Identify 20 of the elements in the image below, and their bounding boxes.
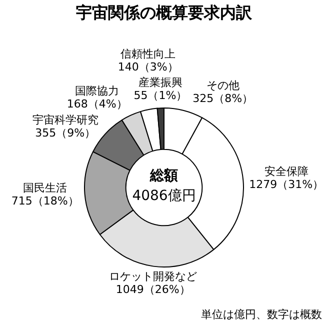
data-label: 325（8%） bbox=[192, 92, 254, 105]
slice-label: その他 bbox=[206, 78, 240, 92]
data-label: 355（9%） bbox=[35, 126, 96, 140]
slice-label: 安全保障 bbox=[264, 164, 308, 178]
slice-label: 宇宙科学研究 bbox=[32, 114, 98, 127]
slice-label: 信頼性向上 bbox=[120, 48, 176, 61]
slice-label: 産業振興 bbox=[138, 76, 182, 89]
text: 4086億円 bbox=[132, 188, 196, 204]
slice-label: ロケット開発など bbox=[109, 270, 198, 284]
data-label: 168（4%） bbox=[66, 98, 128, 111]
data-label: 55（1%） bbox=[134, 88, 188, 102]
chart-title: 宇宙関係の概算要求内訳 bbox=[76, 3, 253, 22]
data-label: 715（18%） bbox=[11, 194, 79, 208]
data-label: 1279（31%） bbox=[249, 178, 324, 191]
text: 総額 bbox=[149, 167, 178, 184]
data-label: 140（3%） bbox=[118, 60, 178, 74]
data-label: 1049（26%） bbox=[116, 283, 190, 296]
slice-label: 国民生活 bbox=[23, 181, 68, 194]
text: 単位は億円、数字は概数 bbox=[201, 308, 322, 321]
slice-label: 国際協力 bbox=[75, 84, 120, 98]
